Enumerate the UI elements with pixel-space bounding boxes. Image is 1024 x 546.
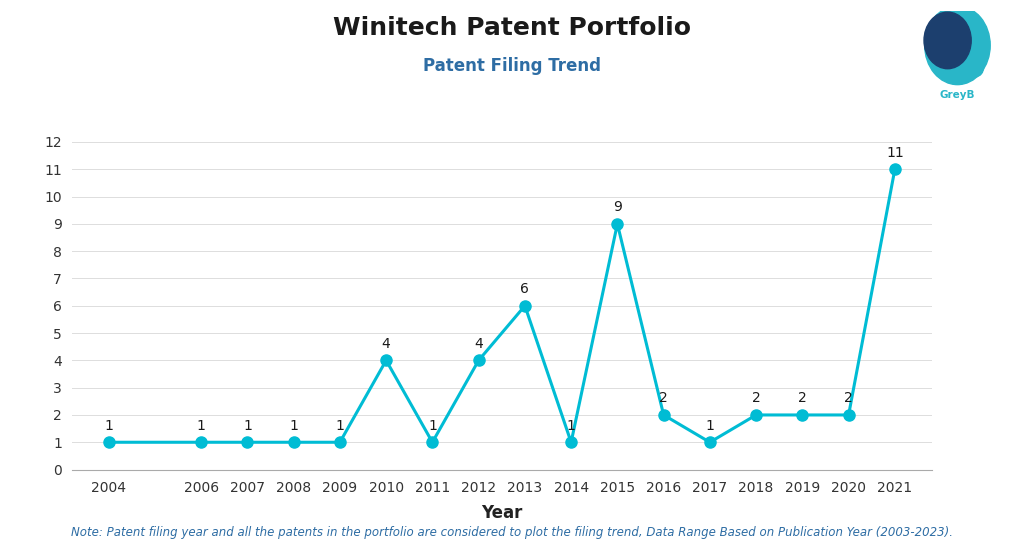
Text: 1: 1 xyxy=(566,419,575,432)
Text: 1: 1 xyxy=(289,419,298,432)
Circle shape xyxy=(924,12,971,69)
Text: 9: 9 xyxy=(613,200,622,214)
Text: 2: 2 xyxy=(798,391,807,405)
Text: 2: 2 xyxy=(752,391,761,405)
Text: Winitech Patent Portfolio: Winitech Patent Portfolio xyxy=(333,16,691,40)
Text: Note: Patent filing year and all the patents in the portfolio are considered to : Note: Patent filing year and all the pat… xyxy=(71,526,953,539)
Text: 1: 1 xyxy=(706,419,715,432)
Text: 1: 1 xyxy=(243,419,252,432)
Text: 1: 1 xyxy=(428,419,437,432)
Text: 1: 1 xyxy=(197,419,206,432)
Text: 1: 1 xyxy=(336,419,344,432)
Text: 6: 6 xyxy=(520,282,529,296)
Circle shape xyxy=(925,6,990,85)
Text: GreyB: GreyB xyxy=(940,91,975,100)
Circle shape xyxy=(968,57,984,77)
Text: 11: 11 xyxy=(886,146,904,159)
Text: 1: 1 xyxy=(104,419,113,432)
Text: Patent Filing Trend: Patent Filing Trend xyxy=(423,57,601,75)
Text: 2: 2 xyxy=(659,391,668,405)
Text: 4: 4 xyxy=(382,337,390,351)
Text: 4: 4 xyxy=(474,337,483,351)
Text: 2: 2 xyxy=(844,391,853,405)
X-axis label: Year: Year xyxy=(481,504,522,521)
